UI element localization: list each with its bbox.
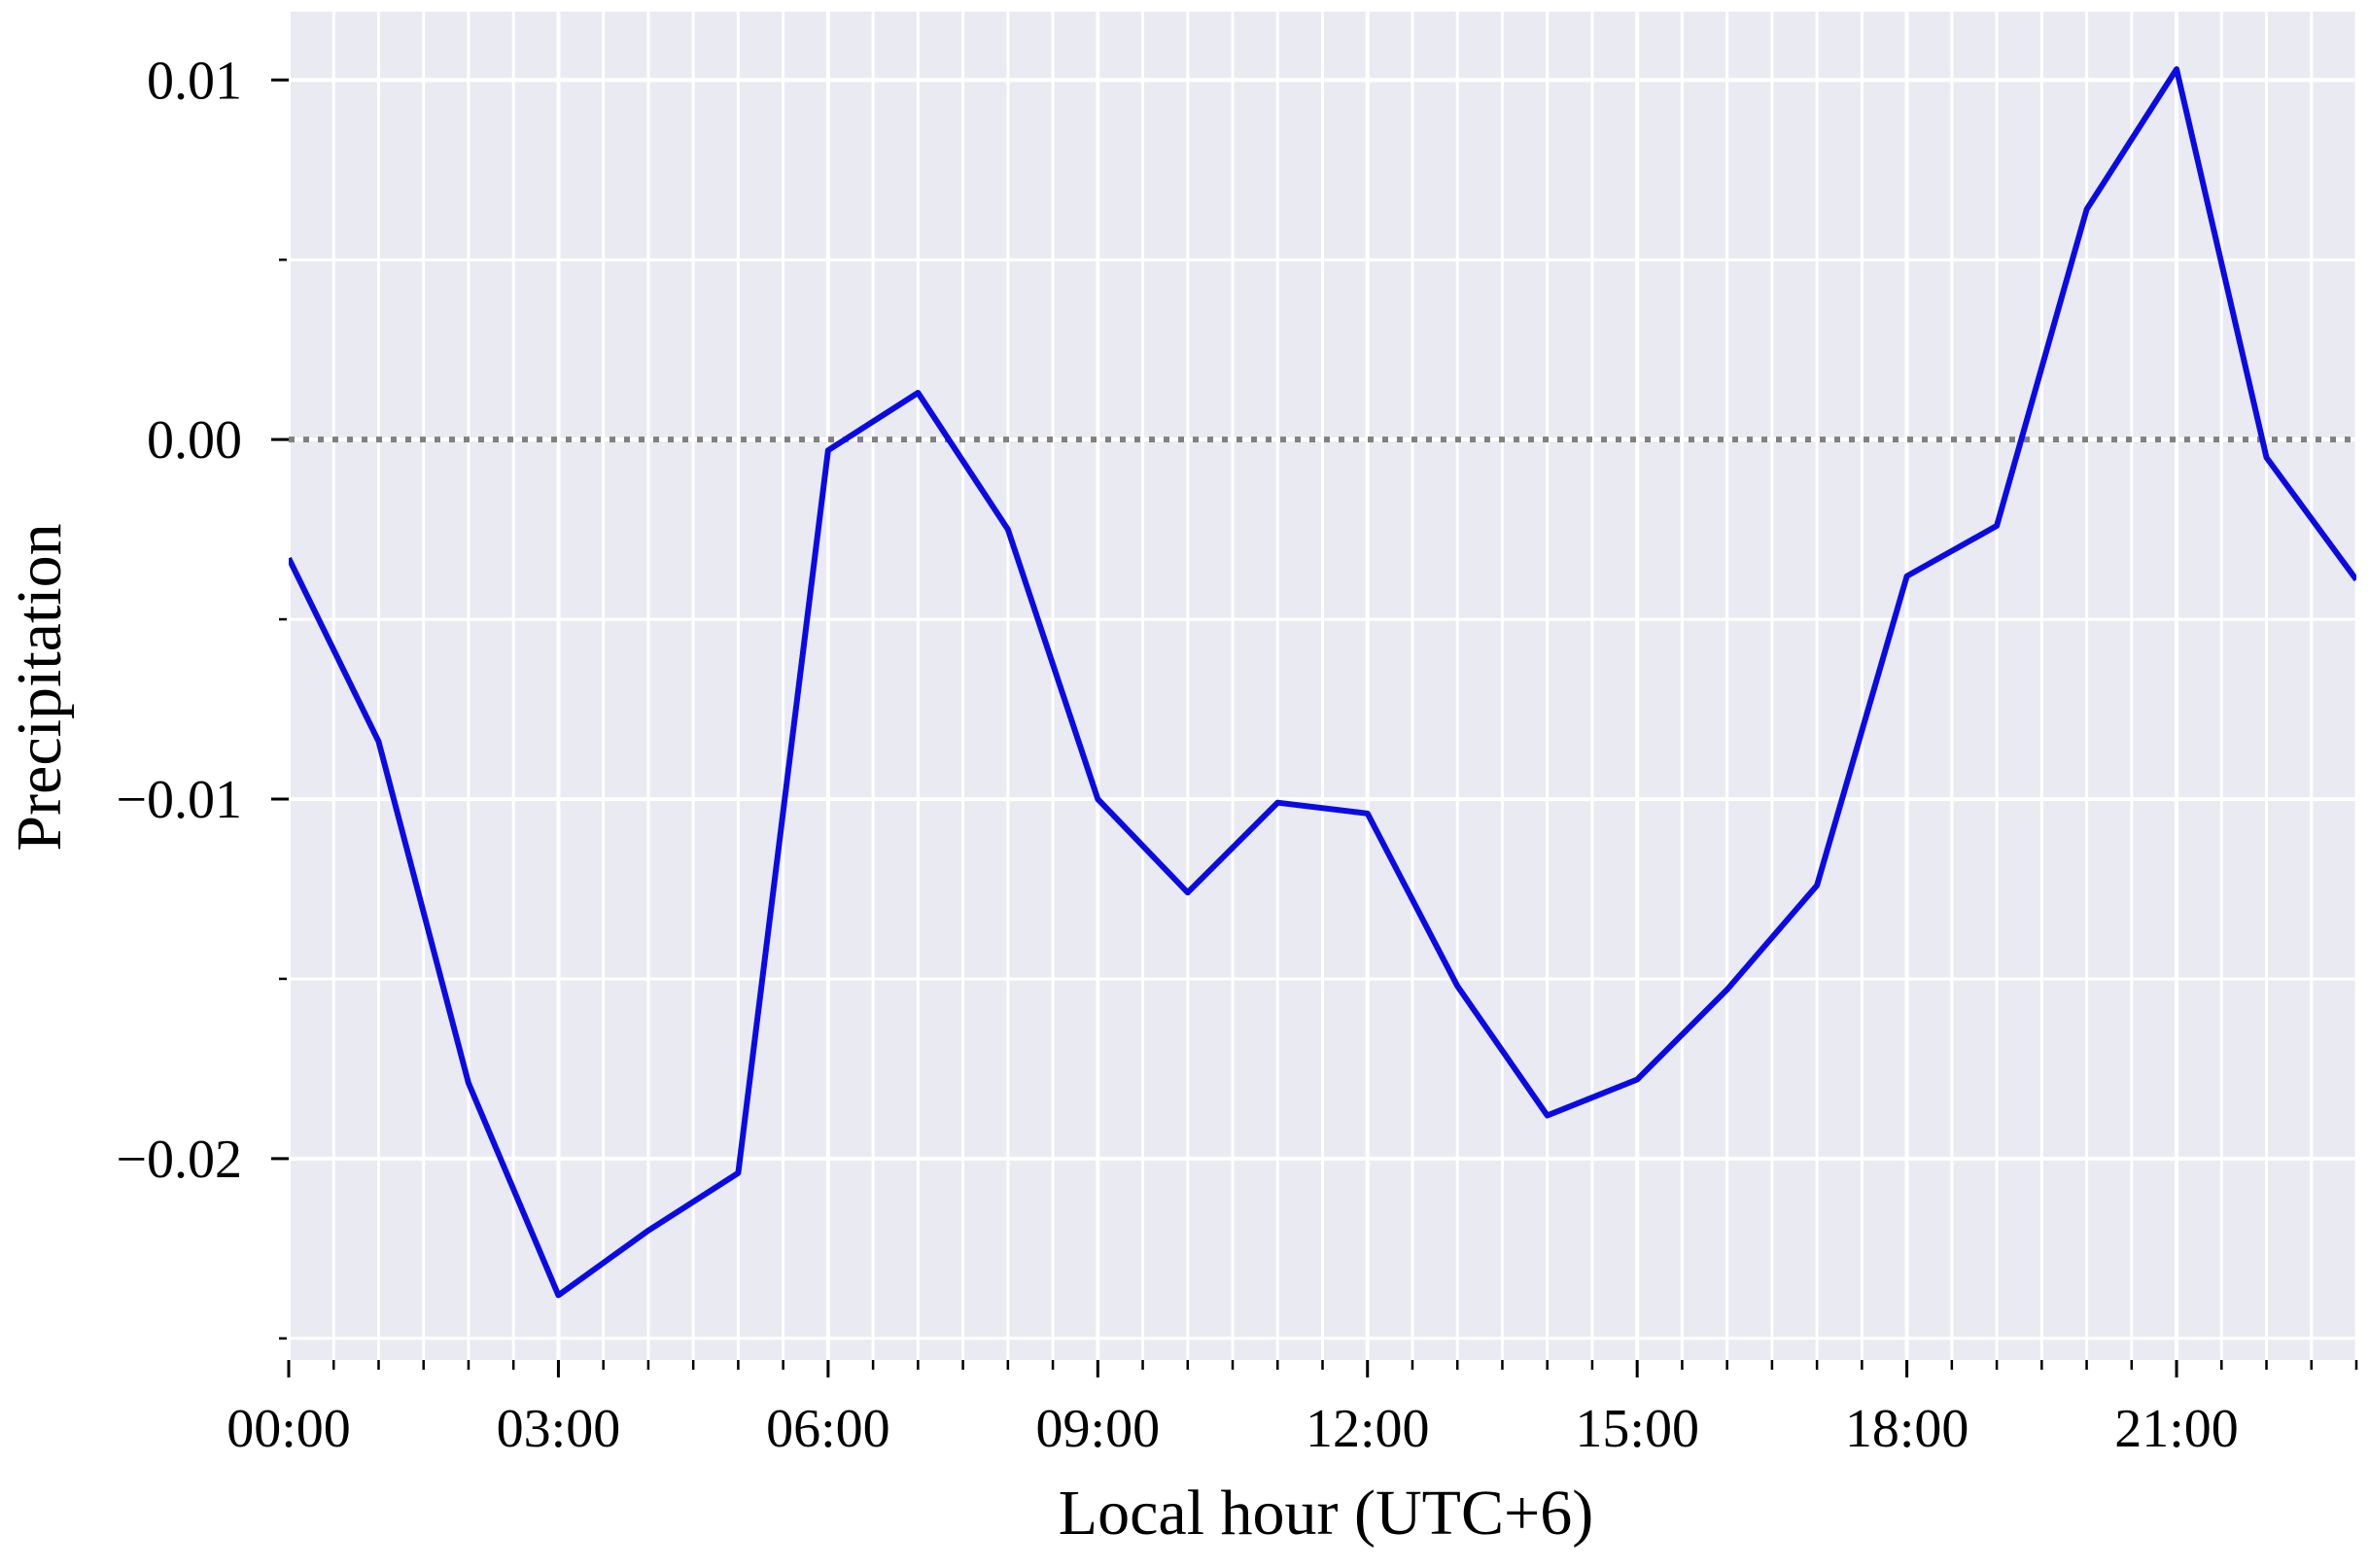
x-tick-label: 06:00	[766, 1399, 890, 1459]
x-tick-label: 09:00	[1036, 1399, 1161, 1459]
y-tick-label: −0.02	[116, 1130, 242, 1190]
x-tick-label: 12:00	[1306, 1399, 1430, 1459]
x-tick-label: 21:00	[2114, 1399, 2239, 1459]
x-tick-label: 00:00	[226, 1399, 351, 1459]
y-axis-label: Precipitation	[4, 523, 75, 851]
x-tick-label: 15:00	[1575, 1399, 1699, 1459]
x-axis-label: Local hour (UTC+6)	[1059, 1478, 1593, 1549]
y-tick-label: −0.01	[116, 770, 242, 830]
y-tick-label: 0.01	[147, 51, 242, 111]
x-tick-label: 03:00	[497, 1399, 621, 1459]
x-tick-label: 18:00	[1845, 1399, 1969, 1459]
data-line	[289, 66, 2356, 1299]
y-tick-label: 0.00	[147, 410, 242, 470]
